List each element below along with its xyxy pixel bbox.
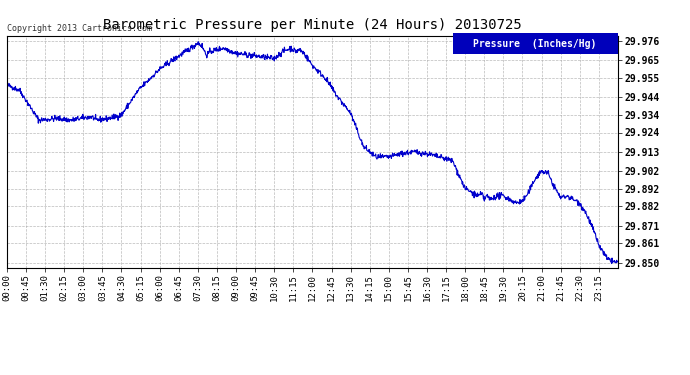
Text: Copyright 2013 Cartronics.com: Copyright 2013 Cartronics.com (7, 24, 152, 33)
Title: Barometric Pressure per Minute (24 Hours) 20130725: Barometric Pressure per Minute (24 Hours… (103, 18, 522, 32)
